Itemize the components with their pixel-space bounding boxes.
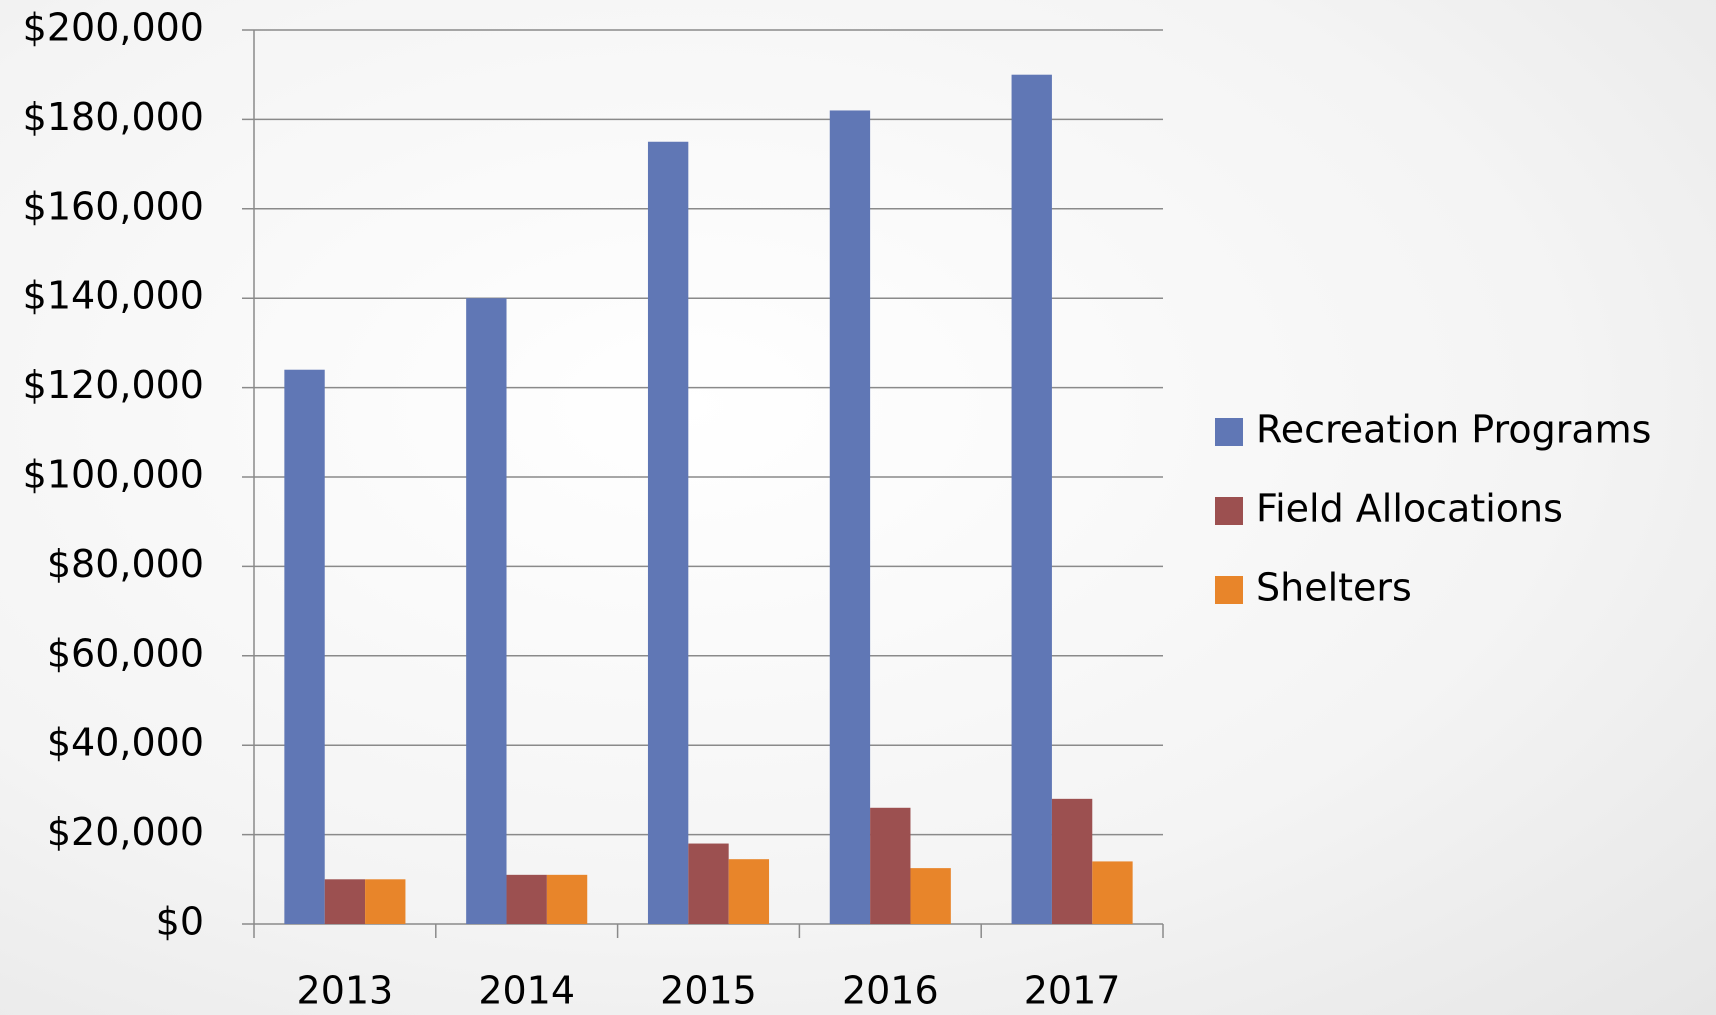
bar [910,868,951,924]
legend-label: Shelters [1256,566,1412,610]
y-tick-label: $160,000 [23,184,204,228]
bar [688,843,729,924]
legend-label: Recreation Programs [1256,408,1651,452]
bar [728,859,770,924]
y-tick-label: $100,000 [23,453,204,497]
bar [1092,861,1133,924]
y-tick-label: $40,000 [47,721,204,765]
legend-swatch [1215,576,1243,604]
bar [546,874,588,924]
bar [647,141,689,924]
bar [324,879,366,924]
bar [284,369,325,925]
x-tick-label: 2013 [297,969,394,1013]
bar [870,807,911,924]
y-tick-label: $180,000 [23,95,204,139]
y-tick-label: $120,000 [23,363,204,407]
bar [1051,798,1093,924]
x-tick-label: 2015 [660,969,757,1013]
bar [466,298,507,924]
bar [365,879,406,924]
legend-swatch [1215,497,1243,525]
x-tick-label: 2016 [842,969,939,1013]
y-tick-label: $140,000 [23,274,204,318]
bar [506,874,547,924]
y-tick-label: $200,000 [23,6,204,50]
y-tick-label: $80,000 [47,542,204,586]
y-tick-label: $20,000 [47,810,204,854]
bar [829,110,871,924]
x-tick-label: 2014 [478,969,575,1013]
y-tick-label: $60,000 [47,631,204,675]
y-tick-label: $0 [156,900,204,944]
bar [1011,74,1052,924]
legend-label: Field Allocations [1256,487,1563,531]
legend-swatch [1215,418,1243,446]
x-tick-label: 2017 [1024,969,1121,1013]
